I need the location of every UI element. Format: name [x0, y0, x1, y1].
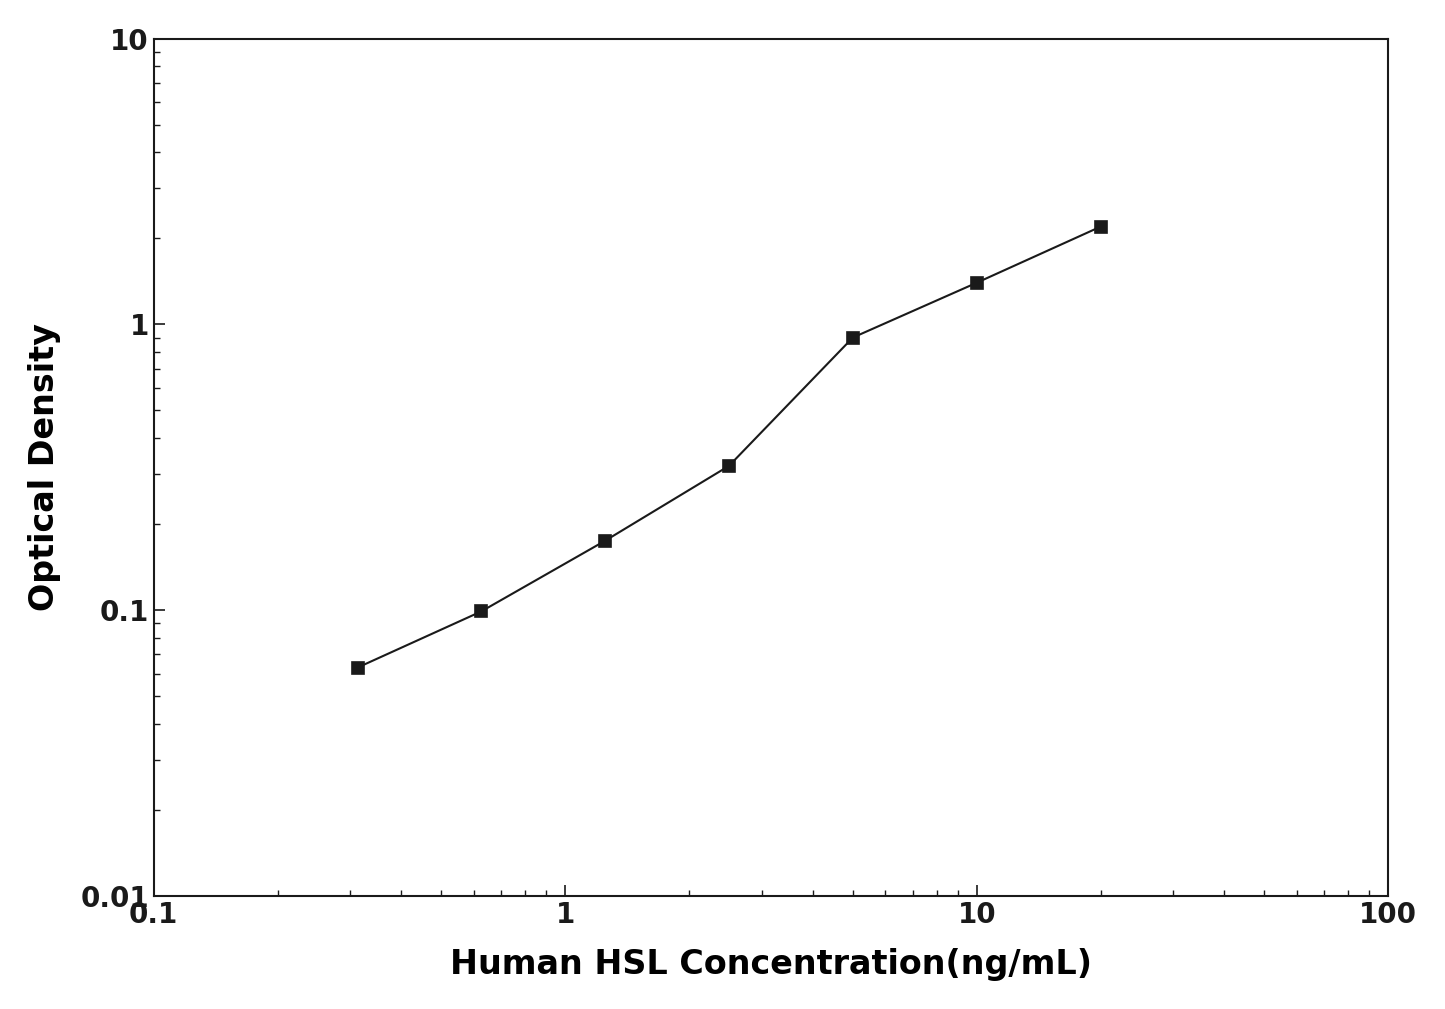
- X-axis label: Human HSL Concentration(ng/mL): Human HSL Concentration(ng/mL): [449, 948, 1092, 981]
- Y-axis label: Optical Density: Optical Density: [27, 324, 61, 611]
